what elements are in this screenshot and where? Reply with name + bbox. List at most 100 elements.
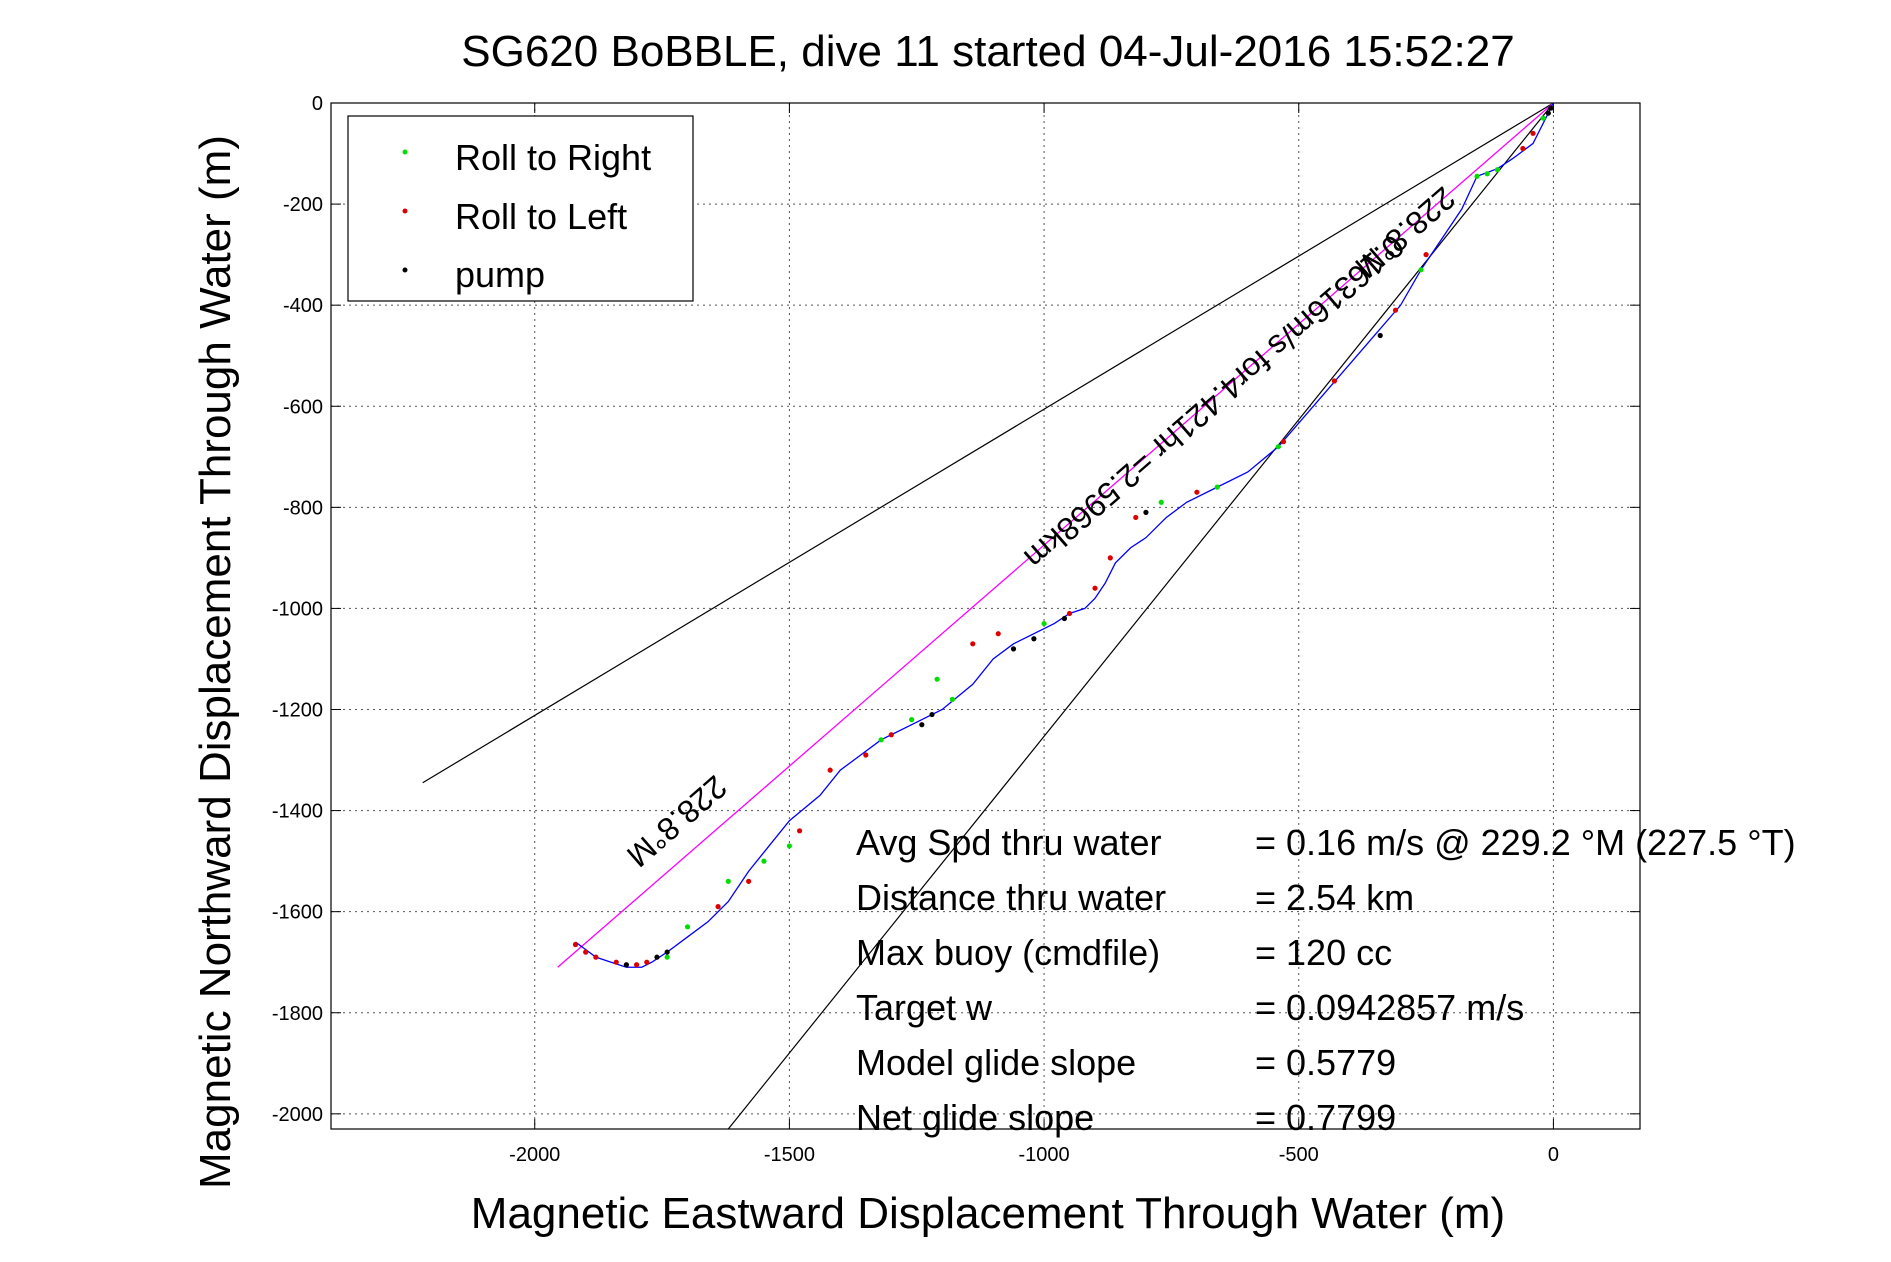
- roll-right-marker: [786, 843, 793, 849]
- roll-left-marker: [888, 732, 894, 738]
- y-tick-label: -600: [283, 396, 323, 418]
- stat-value: = 0.7799: [1255, 1097, 1396, 1138]
- roll-right-marker: [1540, 115, 1546, 121]
- roll-left-marker: [593, 954, 599, 960]
- pump-marker: [1143, 509, 1149, 515]
- roll-right-marker: [878, 737, 884, 743]
- roll-right-marker: [1484, 171, 1490, 177]
- x-tick-label: -2000: [509, 1144, 560, 1166]
- dive-statistics: Avg Spd thru water = 0.16 m/s @ 229.2 °M…: [856, 822, 1796, 1138]
- heading-line: [557, 102, 1554, 968]
- legend: Roll to Right Roll to Left pump: [347, 115, 694, 302]
- pump-marker: [1031, 636, 1037, 642]
- y-tick-label: -1800: [272, 1003, 323, 1025]
- legend-marker-roll-left: [402, 208, 408, 214]
- x-axis-label: Magnetic Eastward Displacement Through W…: [471, 1189, 1505, 1238]
- stat-value: = 2.54 km: [1255, 877, 1414, 918]
- stat-label: Max buoy (cmdfile): [856, 932, 1160, 973]
- chart-title: SG620 BoBBLE, dive 11 started 04-Jul-201…: [461, 27, 1514, 76]
- roll-right-marker: [1494, 167, 1500, 173]
- x-tick-label: 0: [1548, 1144, 1559, 1166]
- x-tick-labels: -2000 -1500 -1000 -500 0: [509, 1144, 1559, 1166]
- roll-pump-markers: [572, 105, 1554, 968]
- roll-left-marker: [1133, 514, 1139, 521]
- stat-value: = 120 cc: [1255, 932, 1392, 973]
- roll-right-marker: [934, 676, 940, 682]
- y-tick-label: -1600: [272, 902, 323, 924]
- roll-left-marker: [634, 962, 640, 968]
- roll-right-marker: [1158, 499, 1164, 505]
- y-tick-label: -400: [283, 295, 323, 317]
- roll-left-marker: [796, 828, 803, 834]
- roll-right-marker: [684, 924, 691, 930]
- stat-value: = 0.16 m/s @ 229.2 °M (227.5 °T): [1255, 822, 1796, 863]
- stat-label: Avg Spd thru water: [856, 822, 1162, 863]
- roll-left-marker: [715, 904, 721, 910]
- roll-left-marker: [863, 752, 869, 758]
- roll-left-marker: [1331, 378, 1337, 384]
- roll-left-marker: [970, 641, 976, 647]
- roll-right-marker: [1214, 484, 1220, 490]
- stat-label: Distance thru water: [856, 877, 1166, 918]
- roll-left-marker: [1423, 252, 1429, 258]
- roll-left-marker: [572, 941, 579, 948]
- y-tick-labels: 0 -200 -400 -600 -800 -1000 -1200 -1400 -1600 -18…: [272, 93, 323, 1126]
- legend-label-roll-left: Roll to Left: [455, 196, 627, 237]
- roll-left-marker: [613, 959, 619, 965]
- legend-marker-roll-right: [402, 149, 408, 155]
- pump-marker: [1548, 105, 1554, 111]
- plot-frame: [330, 102, 1641, 1130]
- pump-marker: [654, 954, 660, 960]
- roll-right-marker: [664, 954, 670, 960]
- roll-right-marker: [1418, 267, 1424, 273]
- roll-right-marker: [1474, 173, 1480, 179]
- pump-marker: [1377, 332, 1383, 339]
- roll-right-marker: [1041, 620, 1047, 627]
- pump-marker: [1545, 110, 1551, 116]
- roll-left-marker: [1066, 610, 1073, 617]
- roll-left-marker: [1092, 585, 1098, 591]
- legend-marker-pump: [402, 267, 408, 273]
- pump-marker: [929, 711, 935, 718]
- y-tick-label: -1000: [272, 598, 323, 620]
- stat-label: Model glide slope: [856, 1042, 1136, 1083]
- pump-marker: [623, 962, 630, 968]
- roll-left-marker: [1530, 130, 1536, 136]
- roll-right-marker: [725, 878, 731, 884]
- legend-label-pump: pump: [455, 254, 545, 295]
- pump-marker: [664, 949, 670, 955]
- y-tick-label: -1400: [272, 801, 323, 823]
- pump-marker: [1061, 615, 1068, 622]
- roll-left-marker: [1280, 439, 1287, 445]
- y-tick-label: -1200: [272, 700, 323, 722]
- legend-label-roll-right: Roll to Right: [455, 137, 651, 178]
- y-tick-label: 0: [312, 93, 323, 115]
- roll-left-marker: [1107, 555, 1113, 561]
- stat-label: Net glide slope: [856, 1097, 1094, 1138]
- roll-left-marker: [995, 631, 1001, 637]
- roll-left-marker: [1392, 307, 1399, 313]
- cone-lines: [422, 102, 1554, 1130]
- roll-left-marker: [644, 959, 650, 965]
- stat-value: = 0.5779: [1255, 1042, 1396, 1083]
- roll-right-marker: [1275, 444, 1281, 450]
- roll-right-marker: [949, 696, 955, 702]
- x-tick-label: -1500: [764, 1144, 815, 1166]
- pump-marker: [1010, 646, 1017, 652]
- roll-left-marker: [1194, 489, 1200, 495]
- pump-marker: [919, 722, 925, 728]
- y-tick-label: -800: [283, 497, 323, 519]
- x-tick-label: -500: [1279, 1144, 1319, 1166]
- roll-left-marker: [583, 949, 589, 955]
- stat-value: = 0.0942857 m/s: [1255, 987, 1524, 1028]
- y-tick-label: -2000: [272, 1104, 323, 1126]
- cone-line: [422, 102, 1554, 784]
- stat-label: Target w: [856, 987, 993, 1028]
- roll-right-marker: [761, 858, 767, 864]
- roll-right-marker: [909, 717, 915, 723]
- roll-left-marker: [1520, 145, 1526, 152]
- cone-line: [727, 102, 1554, 1130]
- y-tick-label: -200: [283, 194, 323, 216]
- roll-left-marker: [746, 878, 752, 884]
